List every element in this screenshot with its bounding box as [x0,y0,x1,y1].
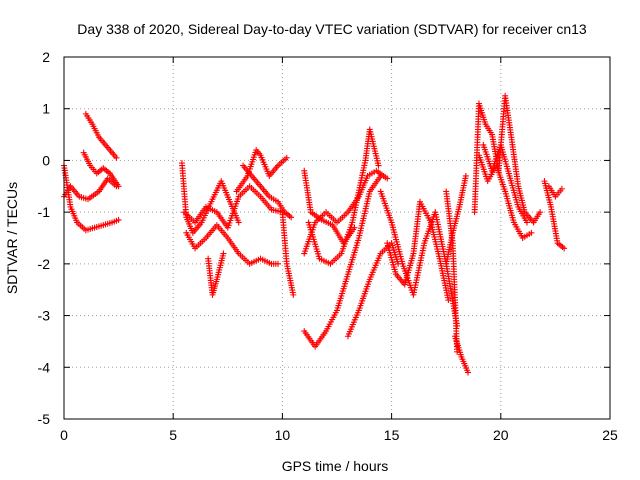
axis-ticks: 0 5 10 15 20 25 -5 -4 -3 -2 -1 0 1 2 [38,49,618,443]
data-point [561,245,568,252]
y-tick-label: -3 [38,308,51,324]
series-track-j [240,162,295,221]
x-axis-label: GPS time / hours [282,458,389,474]
x-tick-label: 15 [384,427,400,443]
data-point [384,175,391,182]
series-track-m [301,167,358,247]
series-track-x [480,141,531,226]
data-point [528,229,535,236]
data-point [275,260,282,267]
series-track-h [205,250,227,298]
y-tick-label: -2 [38,256,51,272]
data-point [558,185,565,192]
data-point [445,297,452,304]
series-track-y [541,178,568,252]
plot-frame [63,56,611,420]
data-point [113,154,120,161]
y-tick-label: 0 [42,152,50,168]
series-track-i [233,147,290,195]
series-track-f [181,183,286,231]
data-point [283,154,290,161]
data-point [462,172,469,179]
series-track-o [305,126,382,267]
y-tick-label: -1 [38,204,51,220]
y-tick-label: -5 [38,411,51,427]
series-track-a [61,162,122,234]
x-tick-label: 0 [60,427,68,443]
data-points [61,92,568,376]
y-axis-label: SDTVAR / TECUs [4,182,20,294]
data-point [524,219,531,226]
data-point [288,214,295,221]
series-track-e [178,160,242,236]
series-track-v [471,92,544,226]
data-point [115,183,122,190]
series-track-t [451,333,472,376]
y-tick-label: -4 [38,359,51,375]
data-point [115,216,122,223]
data-point [235,219,242,226]
x-tick-label: 25 [602,427,618,443]
data-point [290,291,297,298]
series-track-c [80,149,122,190]
series-track-z [545,183,565,200]
x-tick-label: 10 [275,427,291,443]
series-track-w [475,152,535,241]
series-track-n [301,172,384,350]
y-tick-label: 2 [42,49,50,65]
grid [64,57,610,419]
data-point [375,162,382,169]
series-track-d [82,110,120,161]
data-point [465,369,472,376]
x-tick-label: 5 [169,427,177,443]
x-tick-label: 20 [493,427,509,443]
data-point [537,209,544,216]
chart-title: Day 338 of 2020, Sidereal Day-to-day VTE… [77,21,587,37]
data-point [377,172,384,179]
series-track-g [183,222,282,267]
series-track-u [443,172,469,267]
y-tick-label: 1 [42,101,50,117]
data-point [220,250,227,257]
series-track-r [384,198,452,304]
series-track-k [279,209,297,298]
